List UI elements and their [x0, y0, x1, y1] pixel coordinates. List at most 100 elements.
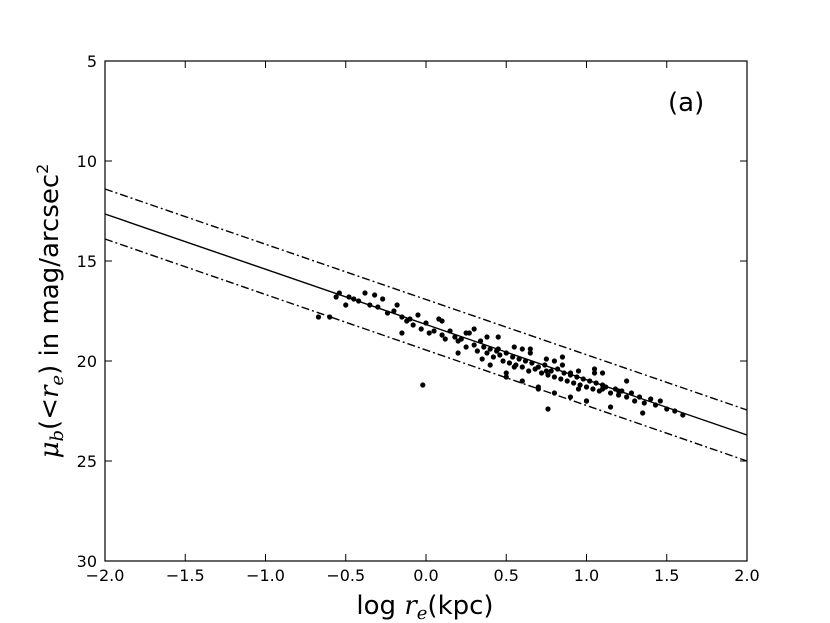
data-point [487, 362, 493, 368]
data-point [346, 294, 352, 300]
data-point [410, 322, 416, 328]
data-point [500, 358, 506, 364]
data-point [607, 390, 614, 396]
data-point [391, 308, 397, 314]
data-point [591, 370, 598, 376]
data-point [511, 364, 517, 370]
panel-annotation: (a) [668, 88, 704, 118]
data-point [511, 344, 517, 350]
data-point [479, 356, 485, 362]
data-point [484, 350, 490, 356]
data-point [561, 370, 567, 376]
data-point [519, 378, 525, 384]
data-point [351, 296, 357, 302]
data-point [551, 358, 558, 364]
data-point [415, 312, 421, 318]
data-point [551, 390, 558, 396]
x-tick-label: −1.0 [246, 566, 285, 585]
data-point [680, 412, 686, 418]
data-point [571, 380, 577, 386]
x-tick-label: 1.5 [654, 566, 679, 585]
data-point [641, 400, 647, 406]
data-point [535, 386, 541, 392]
y-axis-ticks: 5 10 15 20 25 30 [77, 52, 747, 571]
data-point [367, 302, 373, 308]
data-point [327, 314, 333, 320]
data-point [555, 366, 561, 372]
x-tick-label: 1.0 [574, 566, 599, 585]
data-point [447, 328, 453, 334]
data-point [355, 298, 362, 304]
data-point [420, 382, 426, 388]
data-point [664, 406, 670, 412]
data-point [599, 370, 606, 376]
data-point [587, 378, 593, 384]
data-point [574, 374, 580, 380]
data-point [431, 328, 437, 334]
data-point [624, 378, 630, 384]
x-tick-label: −2.0 [86, 566, 125, 585]
data-point [558, 376, 564, 382]
data-point [439, 318, 445, 324]
data-point [564, 378, 570, 384]
data-point [529, 360, 535, 366]
data-point [543, 368, 549, 374]
data-point [559, 362, 566, 368]
data-point [542, 362, 548, 368]
data-point [591, 366, 598, 372]
y-tick-label: 10 [77, 152, 97, 171]
y-tick-label: 15 [77, 252, 97, 271]
data-point [628, 390, 635, 396]
data-point [439, 332, 445, 338]
data-point [503, 370, 509, 376]
data-point [607, 404, 614, 410]
data-point [336, 290, 342, 296]
data-point [490, 354, 497, 360]
data-point [522, 358, 529, 364]
data-point [583, 398, 590, 404]
data-point [333, 294, 339, 300]
data-point [519, 346, 525, 352]
data-point [545, 372, 551, 378]
data-point [583, 384, 590, 390]
data-point [399, 330, 405, 336]
data-point [423, 320, 429, 326]
data-point [372, 292, 378, 298]
data-point [640, 410, 646, 416]
data-point [567, 394, 574, 400]
data-point [590, 386, 596, 392]
data-point [506, 360, 513, 366]
data-point [577, 382, 583, 388]
data-point [559, 354, 566, 360]
data-point [418, 326, 424, 332]
data-point [315, 314, 322, 320]
data-point [527, 350, 533, 356]
data-point [471, 326, 477, 332]
y-tick-label: 5 [87, 52, 97, 71]
data-point [657, 398, 663, 404]
data-point [384, 310, 391, 316]
data-point [543, 356, 549, 362]
data-point [648, 396, 654, 402]
data-point [535, 364, 541, 370]
data-point [503, 374, 509, 380]
data-point [652, 402, 659, 408]
data-point [375, 304, 381, 310]
data-points [315, 290, 686, 418]
data-point [394, 302, 400, 308]
data-point [580, 376, 586, 382]
x-tick-label: 0.5 [494, 566, 519, 585]
data-point [526, 368, 532, 374]
data-point [567, 370, 574, 376]
data-point [545, 406, 551, 412]
data-point [516, 356, 522, 362]
data-point [399, 314, 405, 320]
data-point [497, 352, 503, 358]
data-point [481, 344, 487, 350]
data-point [407, 316, 413, 322]
data-point [442, 336, 448, 342]
data-point [616, 392, 622, 398]
x-axis-ticks: −2.0 −1.5 −1.0 −0.5 0.0 0.5 1.0 1.5 2.0 [86, 61, 760, 585]
